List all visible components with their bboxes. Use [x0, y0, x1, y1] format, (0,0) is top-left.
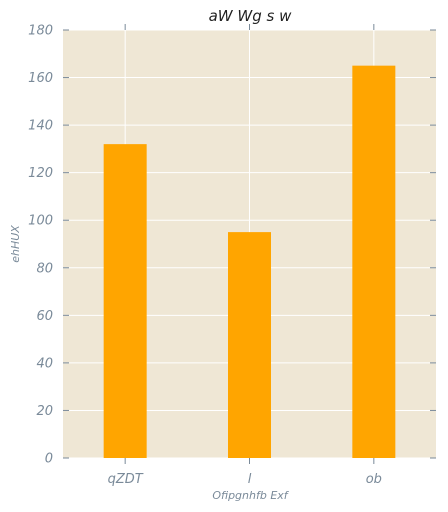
y-tick-label: 0 [45, 452, 53, 467]
y-axis-label: ehHUX [9, 225, 22, 263]
tick-marks [63, 24, 436, 464]
y-tick-label: 160 [28, 71, 53, 86]
bar-l [228, 232, 271, 458]
x-tick-label: qZDT [108, 472, 144, 487]
y-tick-label: 40 [36, 356, 53, 371]
y-tick-label: 80 [36, 261, 53, 276]
bars [103, 65, 396, 459]
bar-ob [352, 65, 396, 459]
y-tick-labels: 0 20 40 60 80 100 120 140 160 180 [28, 24, 53, 467]
x-tick-label: ob [366, 472, 382, 487]
y-tick-label: 120 [28, 166, 53, 181]
y-tick-label: 100 [28, 214, 53, 229]
chart-title: aW Wg s w [209, 7, 292, 25]
y-tick-label: 60 [36, 309, 53, 324]
y-tick-label: 140 [28, 119, 53, 134]
y-tick-label: 180 [28, 24, 53, 39]
x-tick-labels: qZDT l ob [108, 472, 382, 487]
y-tick-label: 20 [36, 404, 53, 419]
bar-qZDT [103, 144, 147, 458]
x-axis-label: Ofipgnhfb Exf [212, 489, 289, 502]
x-tick-label: l [248, 472, 252, 487]
